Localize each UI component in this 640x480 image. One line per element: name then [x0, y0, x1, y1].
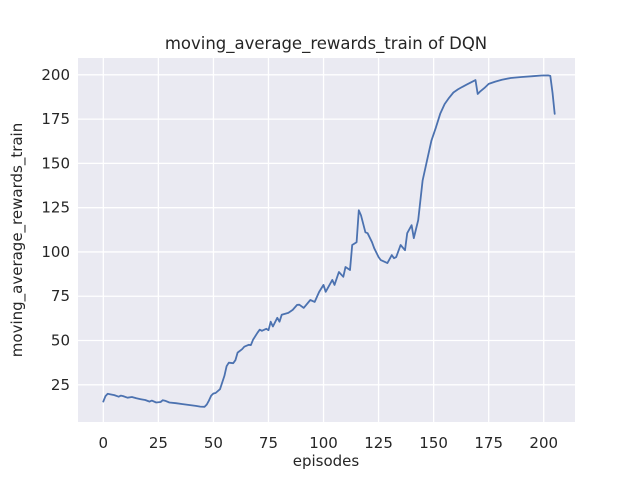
- y-tick-label: 100: [41, 243, 70, 261]
- y-axis-label: moving_average_rewards_train: [8, 123, 27, 357]
- y-tick-label: 125: [41, 199, 70, 217]
- grid-layer: [78, 58, 575, 422]
- x-axis-label: episodes: [293, 452, 360, 470]
- x-tick-label: 200: [529, 434, 558, 452]
- y-tick-label: 175: [41, 110, 70, 128]
- y-tick-label: 25: [51, 376, 70, 394]
- x-tick-label: 50: [204, 434, 223, 452]
- x-tick-label: 25: [149, 434, 168, 452]
- y-tick-label: 200: [41, 66, 70, 84]
- y-tick-label: 50: [51, 332, 70, 350]
- x-tick-label: 75: [259, 434, 278, 452]
- x-tick-label: 150: [419, 434, 448, 452]
- x-tick-label: 0: [99, 434, 109, 452]
- x-tick-label: 125: [364, 434, 393, 452]
- y-tick-label: 75: [51, 287, 70, 305]
- tick-layer: 0 25 50 75 100 125 150 175 200 25 50 75 100 125 150 175…: [41, 66, 558, 452]
- series-layer: [102, 74, 556, 408]
- x-tick-label: 100: [309, 434, 338, 452]
- x-tick-label: 175: [474, 434, 503, 452]
- dqn-series-line: [102, 74, 556, 408]
- chart-title: moving_average_rewards_train of DQN: [165, 34, 487, 54]
- y-tick-label: 150: [41, 154, 70, 172]
- plot-area: [78, 58, 575, 422]
